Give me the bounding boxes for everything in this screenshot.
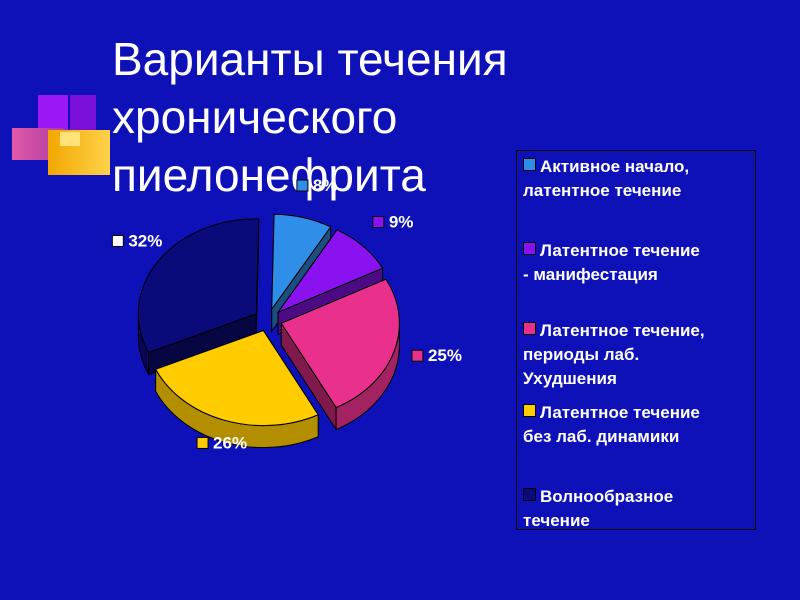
title-line-3: пиелонефрита [112, 149, 426, 201]
svg-text:8%: 8% [313, 176, 338, 195]
legend-swatch [523, 488, 536, 501]
decorative-squares [0, 0, 115, 185]
data-label-1: 8% [296, 176, 338, 195]
legend-item-3: Латентное течение, периоды лаб. Ухудшения [523, 319, 753, 391]
legend-item-1: Активное начало, латентное течение [523, 155, 753, 203]
title-line-1: Варианты течения [112, 33, 508, 85]
legend-swatch [523, 404, 536, 417]
legend-item-4: Латентное течение без лаб. динамики [523, 401, 753, 449]
pie-slice-4 [154, 329, 319, 427]
legend-item-2: Латентное течение - манифестация [523, 239, 753, 287]
legend-label: периоды лаб. [523, 345, 640, 364]
page-title: Варианты течения хронического пиелонефри… [112, 30, 512, 204]
svg-text:26%: 26% [213, 433, 247, 452]
svg-text:32%: 32% [128, 231, 162, 250]
pie-slice-2 [276, 229, 384, 314]
legend-label: латентное течение [523, 181, 682, 200]
legend-label: Латентное течение [540, 403, 700, 422]
legend-label: Латентное течение [540, 241, 700, 260]
legend-swatch [523, 158, 536, 171]
pie-slice-1 [271, 213, 332, 311]
legend-swatch [523, 242, 536, 255]
legend-swatch [523, 322, 536, 335]
data-label-4: 26% [196, 433, 247, 452]
pie-slice-5 [137, 218, 260, 354]
data-label-2: 9% [372, 213, 414, 232]
svg-text:25%: 25% [428, 346, 462, 365]
chart-legend: Активное начало, латентное течение Латентн… [516, 150, 756, 530]
legend-label: - манифестация [523, 265, 658, 284]
svg-text:9%: 9% [389, 213, 414, 232]
data-label-5: 32% [111, 231, 162, 250]
data-label-3: 25% [411, 346, 462, 365]
pie-slice-3 [280, 278, 400, 409]
legend-label: без лаб. динамики [523, 427, 680, 446]
legend-label: течение [523, 511, 590, 530]
legend-item-5: Волнообразное течение [523, 485, 753, 530]
title-line-2: хронического [112, 91, 398, 143]
legend-label: Волнообразное [540, 487, 674, 506]
legend-label: Латентное течение, [540, 321, 705, 340]
legend-label: Ухудшения [523, 369, 617, 388]
legend-label: Активное начало, [540, 157, 690, 176]
